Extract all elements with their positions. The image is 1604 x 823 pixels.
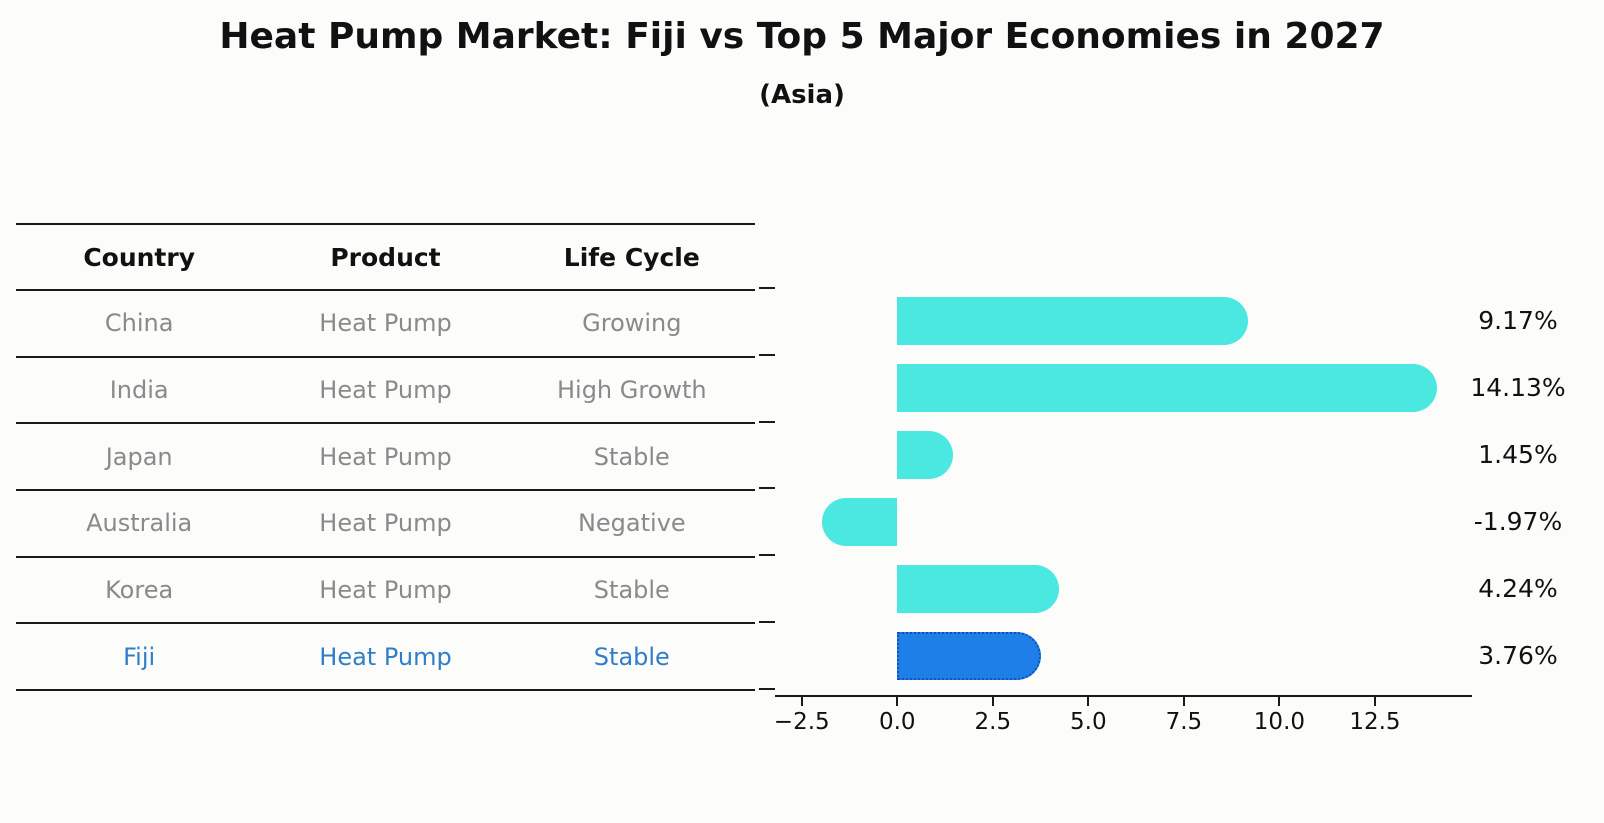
header-cell-country: Country — [83, 242, 196, 272]
table-cell-lifecycle: High Growth — [556, 376, 707, 405]
x-axis-tick — [800, 697, 803, 706]
bar-india — [897, 364, 1438, 413]
table-row: China Heat Pump Growing — [16, 291, 755, 358]
table-cell-country: Australia — [86, 509, 193, 538]
table-cell-country: Fiji — [123, 642, 156, 671]
table-cell-product: Heat Pump — [319, 509, 452, 538]
x-axis-tick — [1373, 697, 1376, 706]
y-axis-tick — [759, 621, 775, 624]
table-cell-product: Heat Pump — [319, 309, 452, 338]
x-axis-tick-label: 12.5 — [1349, 709, 1401, 735]
y-axis-tick — [759, 420, 775, 423]
y-axis-tick — [759, 287, 775, 289]
header-cell-lifecycle: Life Cycle — [563, 242, 700, 272]
table-row: Korea Heat Pump Stable — [16, 558, 755, 625]
x-axis-tick-label: −2.5 — [773, 709, 830, 735]
bar-chart-plot-area — [775, 288, 1472, 697]
x-axis-tick — [1087, 697, 1090, 706]
y-axis-tick — [759, 687, 775, 690]
table-cell-country: Japan — [105, 442, 173, 471]
table-cell-product: Heat Pump — [319, 642, 452, 671]
table-row: India Heat Pump High Growth — [16, 358, 755, 425]
page-subtitle: (Asia) — [759, 80, 845, 110]
y-axis-tick — [759, 487, 775, 490]
bar-australia — [822, 497, 898, 546]
table-cell-lifecycle: Stable — [593, 642, 670, 671]
bar-value-label: 9.17% — [1478, 306, 1558, 336]
page-title: Heat Pump Market: Fiji vs Top 5 Major Ec… — [219, 16, 1385, 57]
table-row: Japan Heat Pump Stable — [16, 424, 755, 492]
table-body: China Heat Pump Growing India Heat Pump High … — [16, 291, 755, 692]
x-axis-tick — [1182, 697, 1185, 706]
x-axis-tick-label: 7.5 — [1165, 709, 1203, 735]
bar-korea — [897, 564, 1060, 613]
bar-value-label: 4.24% — [1478, 573, 1558, 603]
bar-value-label: 3.76% — [1478, 640, 1558, 670]
x-axis-tick-label: 2.5 — [974, 709, 1012, 735]
comparison-table: Country Product Life Cycle China Heat Pum… — [16, 223, 755, 692]
bar-china — [897, 297, 1248, 346]
x-axis-tick-label: 10.0 — [1253, 709, 1306, 735]
table-cell-country: India — [109, 376, 169, 405]
x-axis-tick — [896, 697, 899, 706]
table-cell-lifecycle: Stable — [593, 442, 670, 471]
bar-value-label: 1.45% — [1478, 440, 1558, 470]
table-cell-lifecycle: Stable — [593, 576, 670, 605]
table-header-row: Country Product Life Cycle — [16, 225, 755, 291]
bar-value-label: -1.97% — [1473, 506, 1563, 536]
table-cell-lifecycle: Negative — [577, 509, 686, 538]
x-axis-tick-label: 5.0 — [1070, 709, 1107, 735]
x-axis-tick-label: 0.0 — [878, 709, 916, 735]
table-cell-product: Heat Pump — [319, 376, 452, 405]
x-axis-tick — [991, 697, 994, 706]
x-axis-tick — [1278, 697, 1281, 706]
table-cell-country: China — [104, 309, 174, 338]
y-axis-tick — [759, 353, 775, 356]
table-cell-country: Korea — [105, 576, 174, 605]
bar-value-label: 14.13% — [1470, 373, 1566, 403]
bar-highlight-fiji — [897, 631, 1041, 680]
table-cell-lifecycle: Growing — [582, 309, 682, 338]
table-cell-product: Heat Pump — [319, 576, 452, 605]
table-row: Australia Heat Pump Negative — [16, 491, 755, 558]
header-cell-product: Product — [330, 242, 441, 272]
table-cell-product: Heat Pump — [319, 442, 452, 471]
bar-japan — [897, 431, 953, 480]
y-axis-tick — [759, 554, 775, 557]
table-row: Fiji Heat Pump Stable — [16, 624, 755, 692]
